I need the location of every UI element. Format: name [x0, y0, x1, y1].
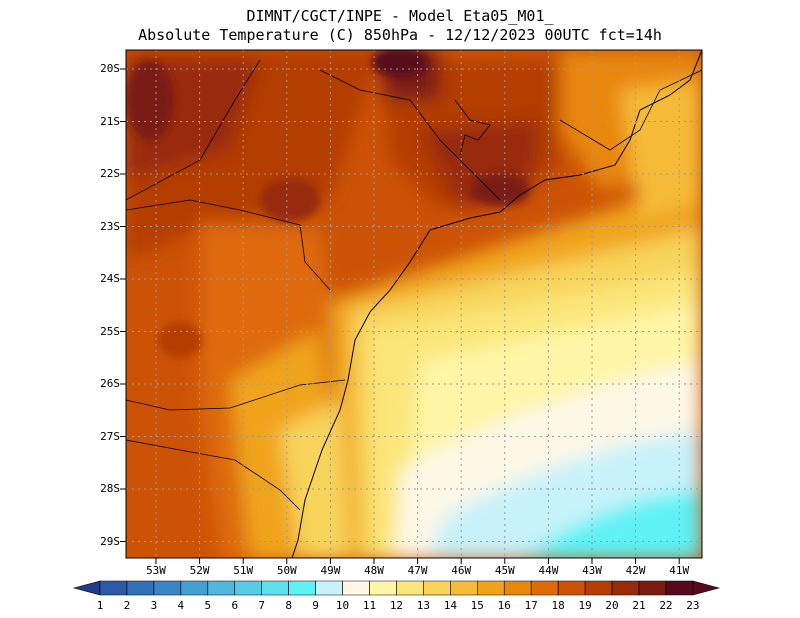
lon-label: 44W [538, 564, 559, 577]
colorbar-box [207, 580, 236, 596]
colorbar-label: 7 [258, 599, 265, 612]
lon-label: 45W [494, 564, 515, 577]
colorbar-box [530, 580, 559, 596]
state-border-pr [126, 199, 331, 291]
colorbar-box [369, 580, 397, 596]
state-border-rj [559, 69, 702, 151]
colorbar-label: 8 [285, 599, 292, 612]
colorbar-label: 6 [231, 599, 239, 612]
colorbar-label: 13 [416, 599, 431, 612]
state-border-sc [126, 379, 346, 411]
colorbar-label: 11 [362, 599, 377, 612]
colorbar-box [611, 580, 640, 596]
lon-label: 43W [582, 564, 602, 577]
title-line-1: DIMNT/CGCT/INPE - Model Eta05_M01_ [246, 7, 554, 25]
title-line-2: Absolute Temperature (C) 850hPa - 12/12/… [138, 26, 662, 44]
colorbar-box [342, 580, 370, 596]
field-20-sw [158, 322, 202, 358]
colorbar-label: 18 [551, 599, 565, 612]
colorbar-box [315, 580, 343, 596]
colorbar-label: 14 [443, 599, 457, 612]
colorbar-label: 22 [659, 599, 673, 612]
reservoir-lines [454, 99, 491, 156]
lon-label: 48W [364, 564, 384, 577]
lon-label: 41W [669, 564, 690, 577]
colorbar-label: 1 [96, 599, 104, 612]
colorbar-label: 20 [605, 599, 619, 612]
lon-label: 52W [189, 564, 210, 577]
colorbar-box [557, 580, 586, 596]
colorbar [72, 580, 721, 596]
colorbar-box [584, 580, 613, 596]
lon-label: 51W [233, 564, 254, 577]
colorbar-label: 12 [389, 599, 404, 612]
coastline [291, 50, 702, 558]
colorbar-box [288, 580, 316, 596]
field-15-ne [620, 80, 702, 220]
axis-ticks [120, 68, 680, 564]
colorbar-box [450, 580, 478, 596]
lon-label: 46W [451, 564, 472, 577]
lat-label: 22S [100, 167, 120, 180]
colorbar-label: 3 [150, 599, 158, 612]
lat-label: 24S [100, 272, 120, 285]
state-border-ms [126, 59, 261, 201]
field-22-coast [470, 174, 530, 206]
lat-label: 25S [100, 324, 120, 338]
colorbar-arrow-left [72, 580, 101, 596]
colorbar-box [396, 580, 424, 596]
colorbar-label: 21 [632, 599, 646, 612]
lat-label: 23S [100, 219, 120, 233]
field-23-peak [372, 50, 428, 76]
colorbar-box [99, 580, 128, 596]
colorbar-box [638, 580, 667, 596]
colorbar-label: 2 [123, 599, 131, 612]
colorbar-box [423, 580, 451, 596]
colorbar-box [126, 580, 155, 596]
colorbar-label: 10 [335, 599, 350, 612]
lon-label: 53W [146, 564, 166, 577]
colorbar-box [234, 580, 263, 596]
lat-label: 21S [100, 114, 120, 128]
colorbar-box [261, 580, 289, 596]
lat-label: 28S [100, 482, 120, 495]
colorbar-arrow-right [692, 580, 721, 596]
lat-label: 26S [100, 377, 120, 390]
lon-label: 49W [320, 564, 341, 577]
lat-label: 27S [100, 429, 120, 443]
field-21-mid [260, 178, 320, 222]
colorbar-label: 16 [497, 599, 511, 612]
field-22-west [126, 60, 174, 140]
colorbar-label: 23 [686, 599, 700, 612]
colorbar-box [153, 580, 182, 596]
lat-label: 20S [100, 62, 120, 75]
colorbar-label: 5 [204, 599, 212, 612]
lat-label: 29S [100, 534, 120, 548]
field-14-south [280, 400, 350, 558]
colorbar-label: 15 [470, 599, 484, 612]
colorbar-label: 19 [578, 599, 592, 612]
colorbar-box [476, 580, 505, 596]
colorbar-box [665, 580, 694, 596]
lon-label: 47W [407, 564, 428, 577]
lon-label: 42W [625, 564, 646, 577]
colorbar-label: 4 [177, 599, 185, 612]
colorbar-box [503, 580, 532, 596]
colorbar-box [180, 580, 209, 596]
field-9 [522, 490, 702, 558]
map-frame [125, 49, 703, 559]
graticule [126, 50, 702, 558]
state-border-rs [126, 439, 301, 511]
colorbar-label: 9 [312, 599, 319, 612]
colorbar-label: 17 [524, 599, 538, 612]
lon-label: 50W [276, 564, 297, 577]
state-border-sp-mg [319, 69, 501, 201]
